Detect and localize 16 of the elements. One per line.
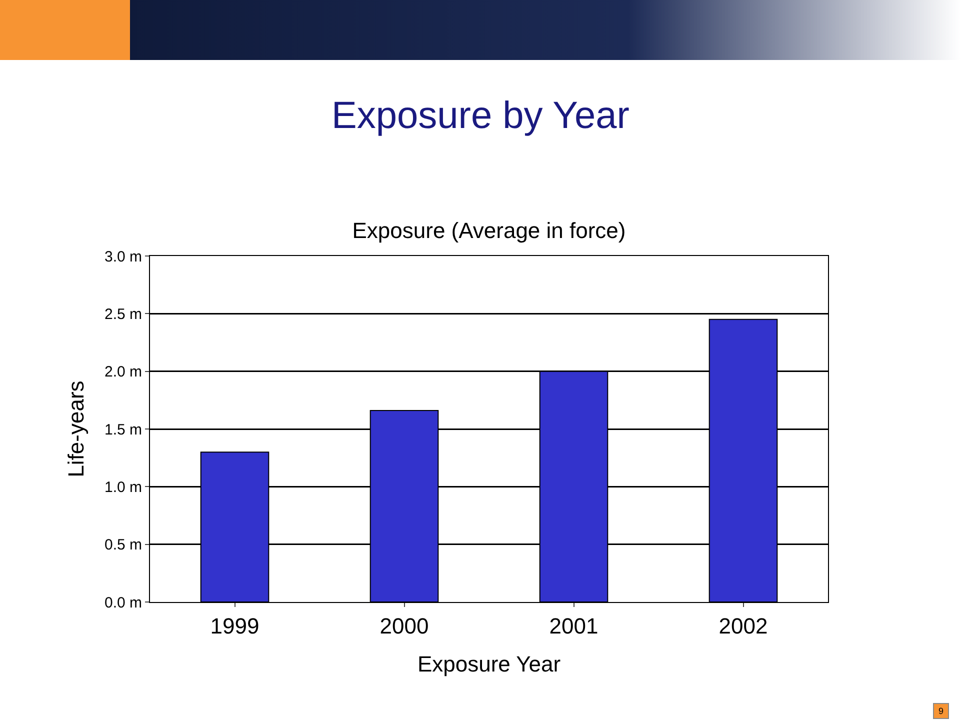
chart-subtitle: Exposure (Average in force) bbox=[351, 218, 627, 244]
x-tick-label: 2002 bbox=[718, 613, 768, 638]
y-tick-label: 1.5 m bbox=[104, 421, 142, 438]
y-tick-label: 1.0 m bbox=[104, 478, 142, 496]
y-tick-label: 0.0 m bbox=[104, 594, 142, 612]
x-axis-title: Exposure Year bbox=[417, 651, 561, 676]
y-axis-title: Life-years bbox=[63, 380, 88, 478]
y-tick-label: 2.0 m bbox=[104, 364, 142, 381]
chart-title: Exposure by Year bbox=[330, 95, 630, 138]
x-tick-label: 2001 bbox=[549, 613, 598, 638]
y-tick-label: 2.5 m bbox=[104, 306, 142, 323]
x-tick-label: 1999 bbox=[210, 613, 260, 638]
y-tick-label: 3.0 m bbox=[104, 248, 142, 266]
text: 9 bbox=[933, 703, 949, 719]
y-tick-label: 0.5 m bbox=[104, 536, 142, 554]
x-tick-label: 2000 bbox=[380, 613, 429, 638]
